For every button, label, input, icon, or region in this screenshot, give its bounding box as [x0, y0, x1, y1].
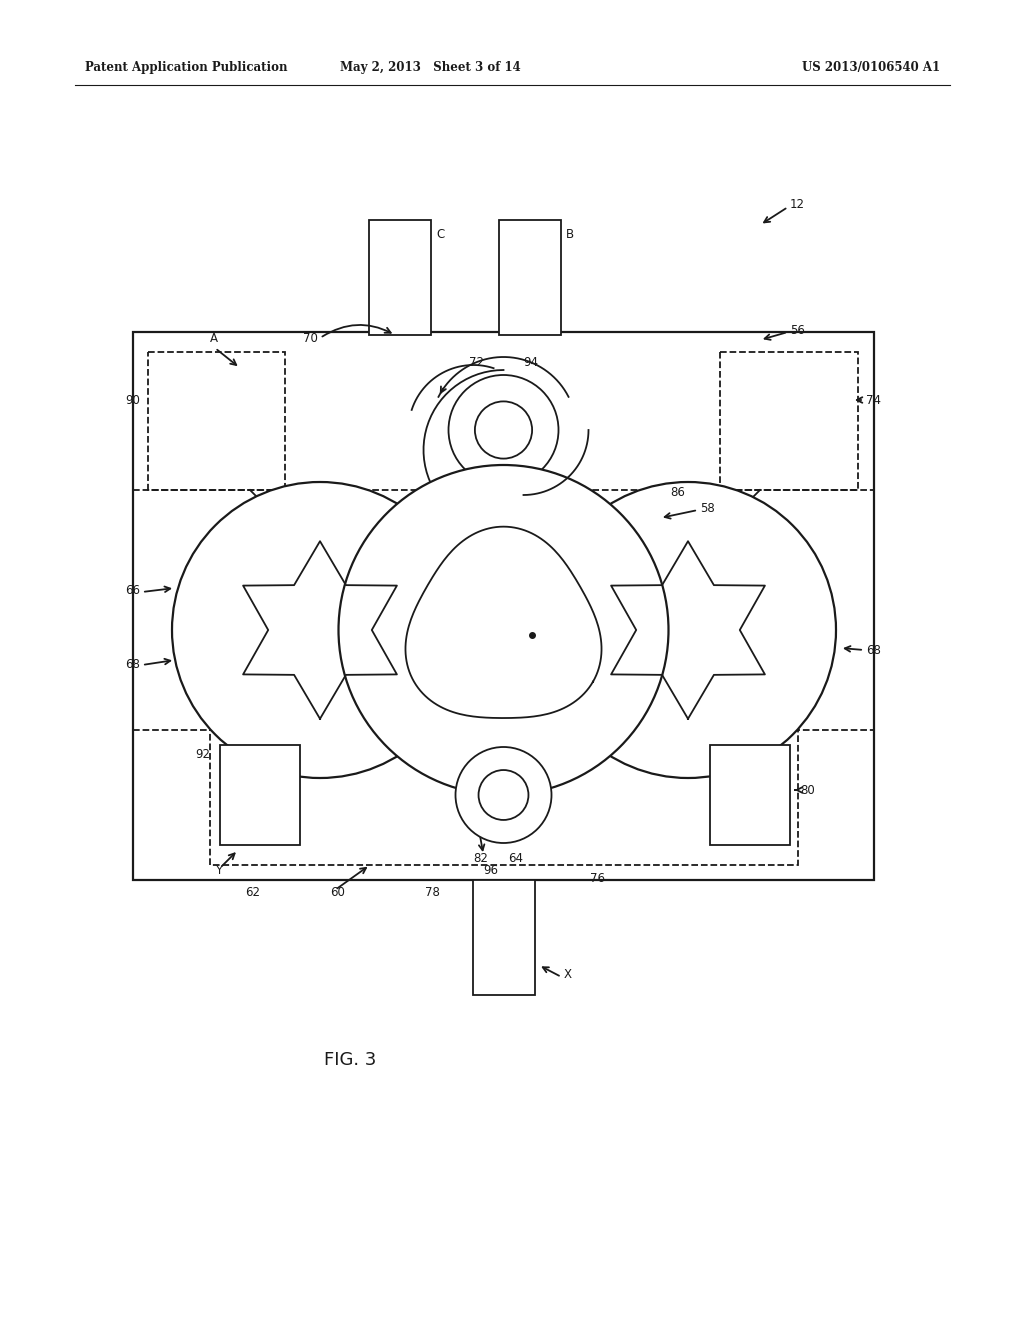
Circle shape: [475, 401, 532, 458]
Bar: [133, 333, 874, 880]
Text: 68: 68: [866, 644, 881, 656]
Bar: [499, 220, 561, 335]
Circle shape: [449, 375, 558, 484]
Text: 82: 82: [474, 851, 488, 865]
Text: 88: 88: [449, 639, 464, 652]
Bar: [710, 744, 790, 845]
Text: 56: 56: [790, 323, 805, 337]
Text: 66: 66: [125, 583, 140, 597]
Text: 92: 92: [195, 748, 210, 762]
Text: C: C: [436, 228, 444, 242]
Bar: [720, 352, 858, 490]
Text: May 2, 2013   Sheet 3 of 14: May 2, 2013 Sheet 3 of 14: [340, 62, 520, 74]
Text: 72: 72: [469, 356, 483, 370]
Text: 90: 90: [125, 393, 140, 407]
Circle shape: [540, 482, 836, 777]
Text: 62: 62: [245, 886, 260, 899]
Text: 60: 60: [330, 886, 345, 899]
Text: 78: 78: [425, 886, 440, 899]
Text: 64: 64: [509, 851, 523, 865]
Circle shape: [172, 482, 468, 777]
Bar: [220, 744, 300, 845]
Text: 58: 58: [700, 502, 715, 515]
Text: 70: 70: [303, 331, 318, 345]
Text: 84: 84: [513, 494, 528, 507]
Text: 96: 96: [483, 863, 499, 876]
Text: US 2013/0106540 A1: US 2013/0106540 A1: [802, 62, 940, 74]
Text: Y: Y: [215, 863, 222, 876]
Circle shape: [456, 747, 552, 843]
Text: 86: 86: [670, 486, 685, 499]
Text: X: X: [563, 969, 571, 982]
Text: 94: 94: [523, 356, 539, 370]
Bar: [369, 220, 431, 335]
Text: 68: 68: [125, 659, 140, 672]
Circle shape: [339, 465, 669, 795]
Text: 74: 74: [866, 393, 881, 407]
Text: B: B: [566, 228, 574, 242]
Text: FIG. 3: FIG. 3: [324, 1051, 376, 1069]
Text: 80: 80: [800, 784, 815, 796]
Bar: [210, 730, 798, 865]
Text: 12: 12: [790, 198, 805, 211]
Text: Patent Application Publication: Patent Application Publication: [85, 62, 288, 74]
Bar: [148, 352, 285, 490]
Text: A: A: [210, 333, 218, 345]
Bar: [472, 880, 535, 995]
Circle shape: [478, 770, 528, 820]
Text: 76: 76: [590, 871, 605, 884]
